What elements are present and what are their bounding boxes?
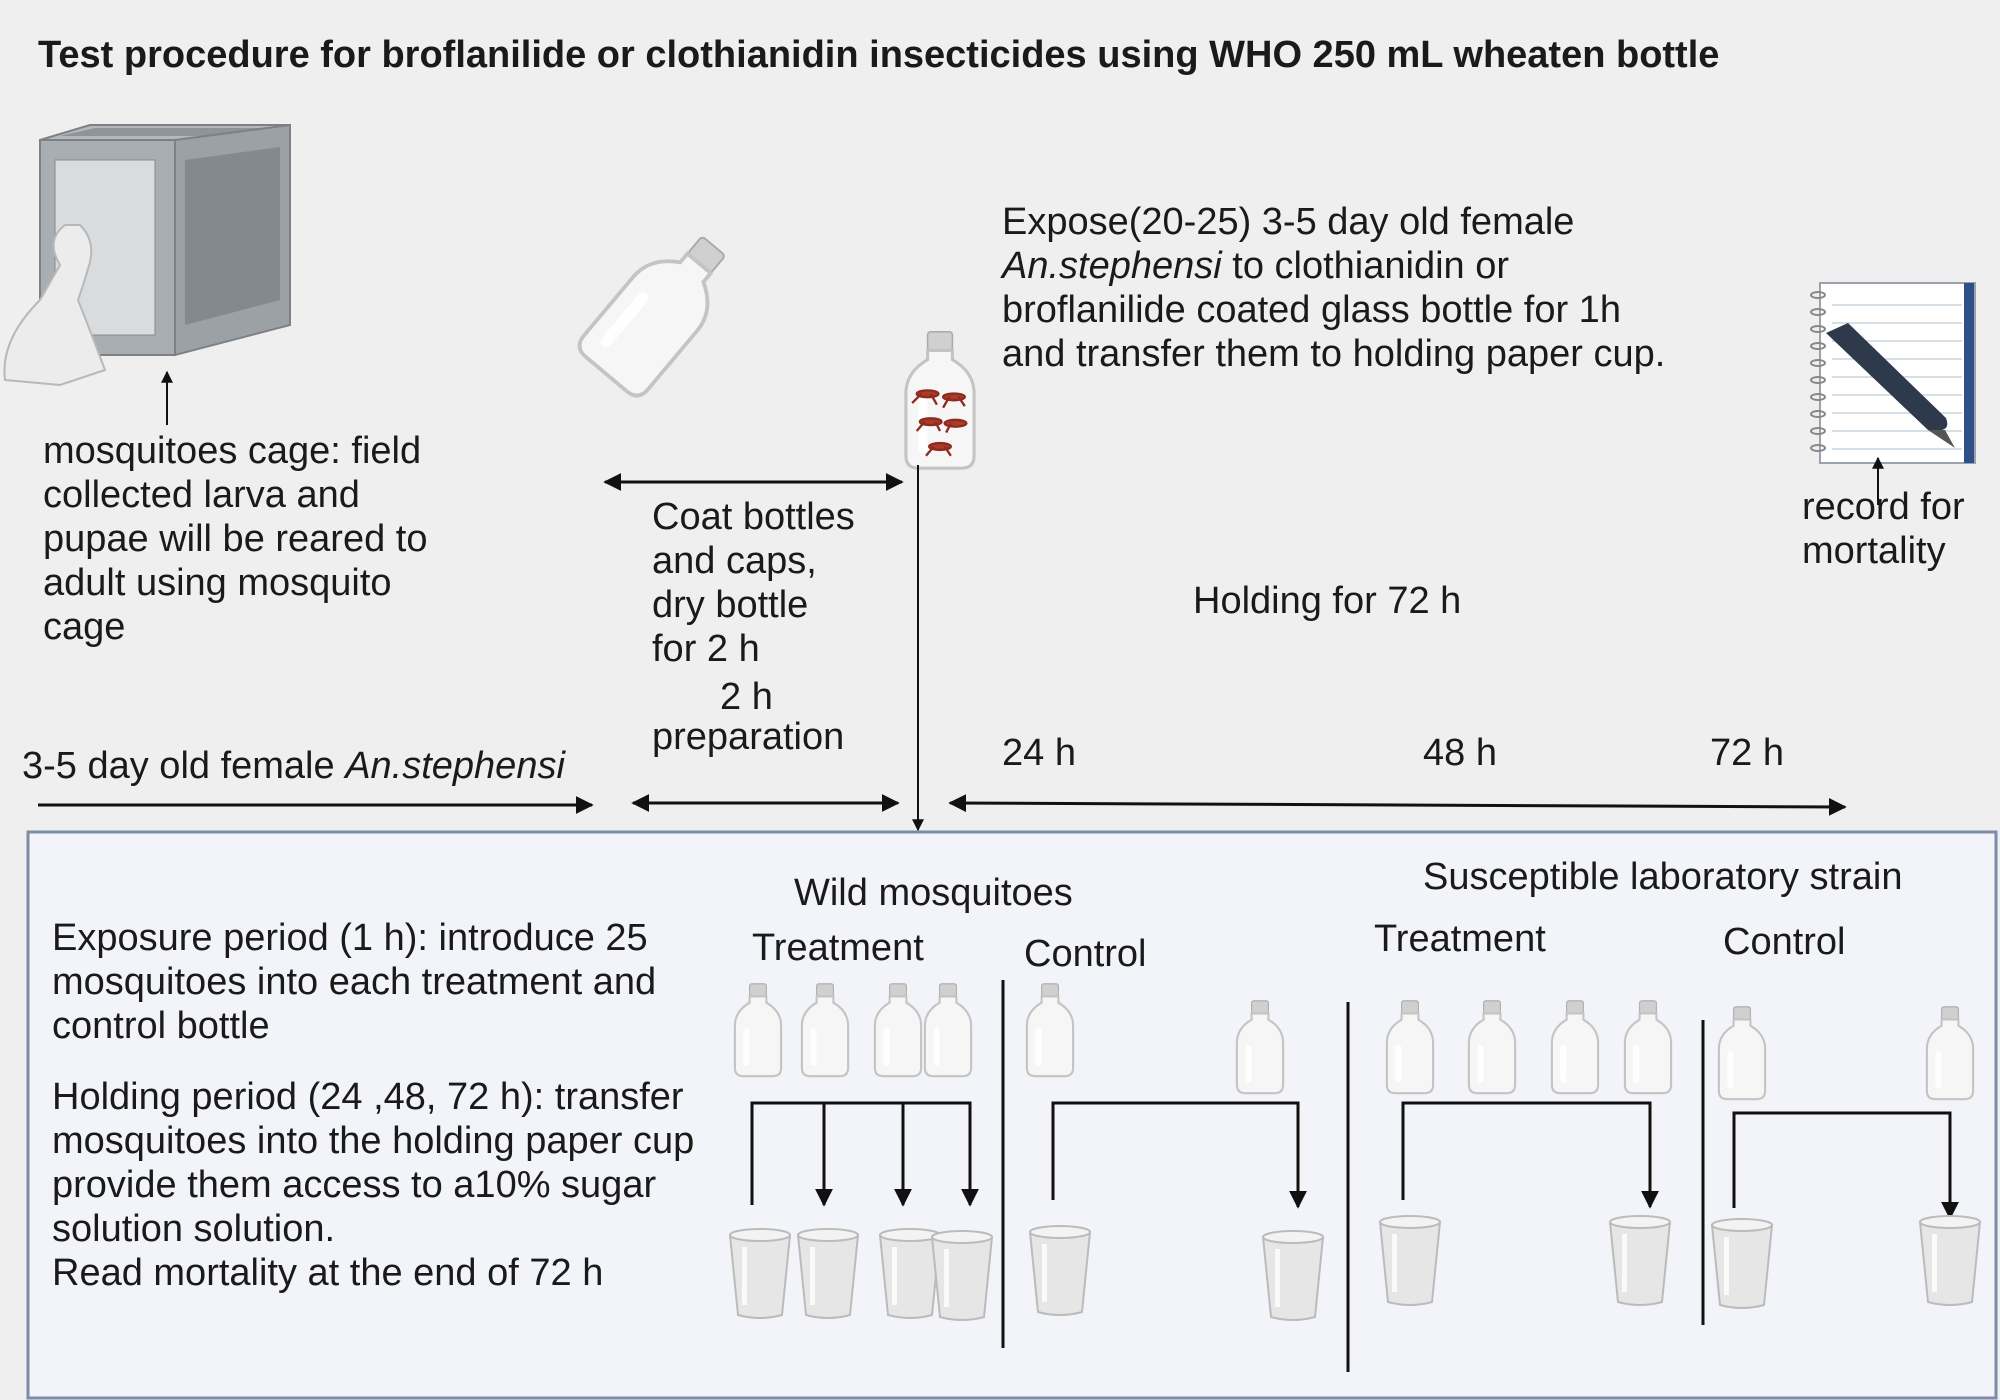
cage-caption-line: cage — [43, 606, 126, 648]
paper-cup-icon — [1029, 1225, 1091, 1316]
coat-text-line: Coat bottles — [652, 496, 855, 538]
expose-text-line: broflanilide coated glass bottle for 1h — [1002, 289, 1621, 331]
preparation-label: preparation — [652, 716, 845, 758]
timeline-mark: 72 h — [1710, 732, 1784, 774]
paper-cup-icon — [1609, 1215, 1671, 1306]
wild-mosquitoes-title: Wild mosquitoes — [794, 872, 1073, 914]
paper-cup-icon — [1711, 1218, 1773, 1309]
holding-label: Holding for 72 h — [1193, 580, 1462, 622]
timeline-mark: 24 h — [1002, 732, 1076, 774]
timeline-mark: 48 h — [1423, 732, 1497, 774]
paper-cup-icon — [1262, 1230, 1324, 1321]
expose-text-line: and transfer them to holding paper cup. — [1002, 333, 1666, 375]
control-label: Control — [1024, 933, 1147, 975]
procedure-box — [26, 830, 1998, 1400]
exposure-period-line: mosquitoes into each treatment and — [52, 961, 657, 1003]
record-text-line: mortality — [1802, 530, 1946, 572]
bottle-with-mosquitoes-icon — [904, 330, 976, 470]
cage-caption-line: collected larva and — [43, 474, 360, 516]
treatment-label: Treatment — [1374, 918, 1546, 960]
diagram-title: Test procedure for broflanilide or cloth… — [38, 34, 1720, 76]
coat-text-line: and caps, — [652, 540, 817, 582]
holding-period-line: Read mortality at the end of 72 h — [52, 1252, 604, 1294]
holding-period-line: provide them access to a10% sugar — [52, 1164, 657, 1206]
coat-text-line: dry bottle — [652, 584, 809, 626]
paper-cup-icon — [1919, 1215, 1981, 1306]
species-name: An.stephensi — [345, 745, 565, 787]
glass-bottle-icon — [572, 217, 748, 403]
paper-cup-icon — [931, 1230, 993, 1321]
paper-cup-icon — [1379, 1215, 1441, 1306]
expose-text-line: An.stephensi to clothianidin or — [1002, 245, 1510, 287]
paper-cup-icon — [797, 1228, 859, 1319]
paper-cup-icon — [729, 1228, 791, 1319]
exposure-period-line: Exposure period (1 h): introduce 25 — [52, 917, 648, 959]
holding-period-line: solution solution. — [52, 1208, 336, 1250]
species-name: An.stephensi — [1002, 245, 1222, 287]
mosquito-cage-icon — [3, 123, 291, 387]
holding-period-line: Holding period (24 ,48, 72 h): transfer — [52, 1076, 684, 1118]
holding-period-line: mosquitoes into the holding paper cup — [52, 1120, 695, 1162]
coat-text-line: for 2 h — [652, 628, 760, 670]
preparation-duration: 2 h — [720, 676, 773, 718]
notebook-pen-icon — [1810, 282, 1976, 464]
female-age-label: 3-5 day old female An.stephensi — [22, 745, 565, 787]
cage-caption-line: adult using mosquito — [43, 562, 392, 604]
control-label: Control — [1723, 921, 1846, 963]
cage-caption-line: mosquitoes cage: field — [43, 430, 422, 472]
treatment-label: Treatment — [752, 927, 924, 969]
expose-text-line: Expose(20-25) 3-5 day old female — [1002, 201, 1575, 243]
cage-caption-line: pupae will be reared to — [43, 518, 428, 560]
exposure-period-line: control bottle — [52, 1005, 270, 1047]
paper-cup-icon — [879, 1228, 941, 1319]
lab-strain-title: Susceptible laboratory strain — [1423, 856, 1903, 898]
record-text-line: record for — [1802, 486, 1965, 528]
